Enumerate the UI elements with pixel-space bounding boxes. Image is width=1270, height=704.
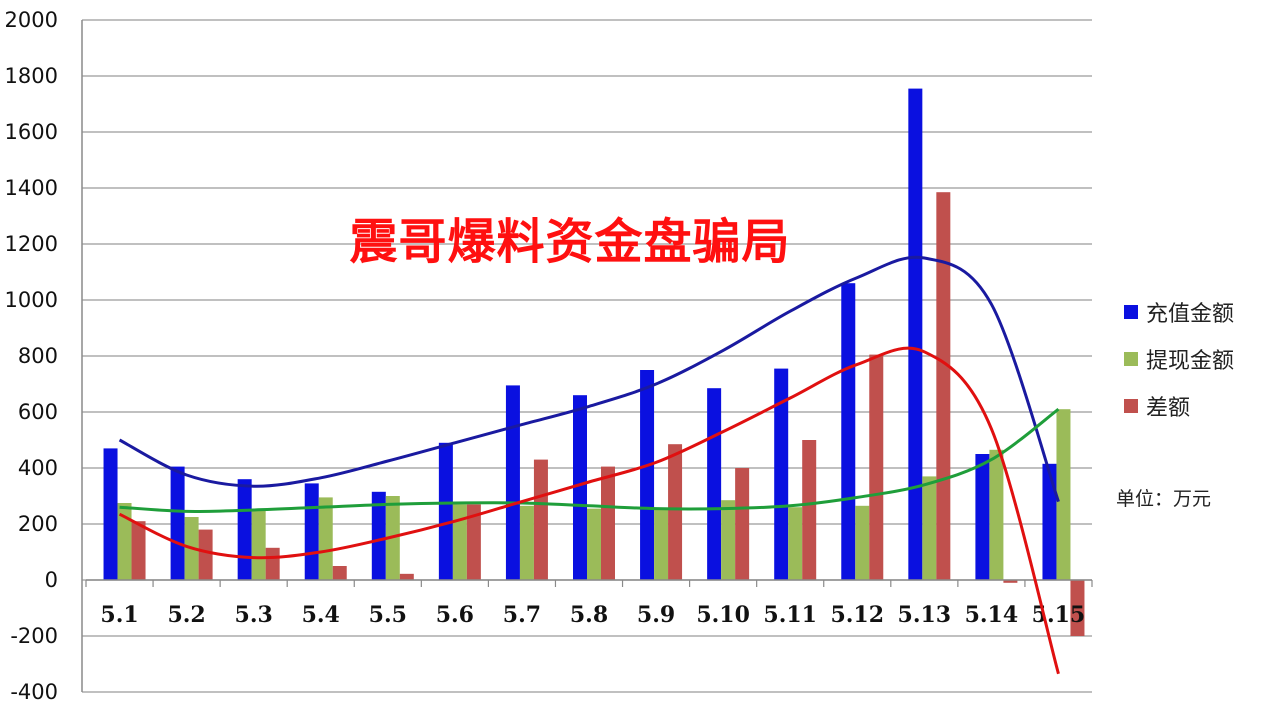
bar [170,466,185,580]
legend-label: 差额 [1146,395,1191,421]
x-tick-label: 5.8 [570,602,608,628]
bar [908,88,923,580]
bar [640,370,655,580]
bar [399,573,414,580]
legend-label: 充值金额 [1146,301,1235,327]
bar [721,500,736,580]
x-tick-label: 5.1 [100,602,138,628]
x-tick-label: 5.4 [302,602,340,628]
y-tick-label: 1200 [5,232,58,256]
bar [371,491,386,580]
x-tick-label: 5.10 [696,602,750,628]
bar [788,507,803,580]
y-tick-label: -200 [10,624,58,648]
x-tick-label: 5.15 [1032,602,1086,628]
y-tick-label: 200 [18,512,58,536]
bar [505,385,520,580]
trendline [118,346,1060,675]
bar [103,448,118,580]
y-tick-label: 0 [45,568,58,592]
legend-item: 提现金额 [1124,335,1270,382]
x-tick-label: 5.5 [369,602,407,628]
bar [802,440,817,580]
y-axis: -400 -200 0 200 400 600 800 1000 1200 1400 1600 180… [5,8,58,704]
bar [855,505,870,580]
bar [198,529,213,580]
bar [438,442,453,580]
bar [1056,409,1071,580]
bar [936,192,951,580]
bar [841,283,856,580]
legend-item: 充值金额 [1124,288,1270,335]
bar [131,521,146,580]
unit-label: 单位：万元 [1116,488,1212,510]
y-tick-label: 600 [18,400,58,424]
bar [452,504,467,580]
bar [1003,580,1018,583]
x-tick-label: 5.13 [898,602,952,628]
bar [117,503,132,580]
legend-swatch [1124,398,1138,413]
legend-swatch [1124,351,1138,366]
bar [466,504,481,580]
x-tick-label: 5.12 [830,602,884,628]
bars [103,88,1085,636]
x-tick-label: 5.7 [503,602,541,628]
legend-swatch [1124,304,1138,319]
bar [707,388,722,580]
bar [265,547,280,580]
bar [304,483,319,580]
bar [1070,580,1085,636]
legend-label: 提现金额 [1146,348,1235,374]
bar [922,476,937,580]
trendline [119,408,1060,513]
bar [668,444,683,580]
x-tick-label: 5.3 [235,602,273,628]
x-tick-label: 5.14 [965,602,1019,628]
trendline [118,255,1060,503]
axes [81,20,1093,692]
bar [332,566,347,580]
y-tick-label: 1800 [5,64,58,88]
trendlines [118,255,1060,675]
y-tick-label: 1600 [5,120,58,144]
y-tick-label: -400 [10,680,58,704]
bar [237,479,252,580]
x-axis: 5.1 5.2 5.3 5.4 5.5 5.6 5.7 5.8 5.9 5.10 5.11 5.12 5… [100,602,1085,628]
x-tick-label: 5.6 [436,602,474,628]
bar [774,368,789,580]
y-tick-label: 400 [18,456,58,480]
bar [318,497,333,580]
bar [601,466,615,580]
bar [869,354,884,580]
y-tick-label: 800 [18,344,58,368]
bar [975,454,990,580]
bar [1042,463,1057,580]
bar [654,508,669,580]
y-tick-label: 1000 [5,288,58,312]
legend-item: 差额 [1124,382,1270,429]
bar [573,395,587,580]
x-tick-label: 5.2 [167,602,205,628]
overlay-title: 震哥爆料资金盘骗局 [349,214,791,270]
legend: 充值金额 提现金额 差额 [1124,288,1270,429]
y-tick-label: 2000 [5,8,58,32]
y-tick-label: 1400 [5,176,58,200]
bar [251,510,266,580]
x-tick-label: 5.9 [637,602,675,628]
bar [519,505,534,580]
bar [989,449,1004,580]
x-tick-label: 5.11 [763,602,817,628]
bar [587,508,601,580]
bar [735,468,750,580]
bar [533,459,548,580]
